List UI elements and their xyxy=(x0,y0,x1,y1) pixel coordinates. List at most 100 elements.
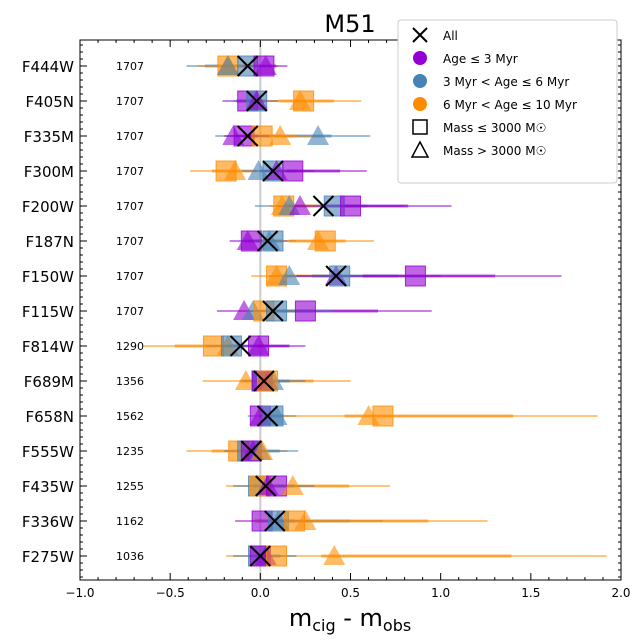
triangle-marker xyxy=(289,195,312,215)
square-marker xyxy=(314,230,336,252)
legend-label: 3 Myr < Age ≤ 6 Myr xyxy=(443,75,569,89)
y-tick-label: F814W xyxy=(22,338,74,356)
all-x-marker xyxy=(229,335,252,357)
triangle-marker xyxy=(307,125,330,145)
x-icon xyxy=(412,27,428,43)
row-F689M: F689M 1356 xyxy=(24,370,351,392)
legend-label: Mass ≤ 3000 M☉ xyxy=(443,121,546,135)
triangle-marker xyxy=(224,160,247,180)
square-marker xyxy=(248,335,270,357)
all-x-marker xyxy=(237,125,259,147)
y-tick-label: F150W xyxy=(22,268,74,286)
row-F435W: F435W 1255 xyxy=(22,475,391,497)
y-tick-label: F187N xyxy=(26,233,74,251)
all-x-marker xyxy=(237,55,259,77)
count-label: 1255 xyxy=(116,480,144,493)
row-F444W: F444W 1707 xyxy=(22,55,288,77)
y-tick-label: F300M xyxy=(24,163,74,181)
triangle-marker xyxy=(267,510,290,530)
row-F555W: F555W 1235 xyxy=(22,440,299,462)
triangle-marker xyxy=(323,545,346,565)
count-label: 1162 xyxy=(116,515,144,528)
y-tick-label: F658N xyxy=(26,408,74,426)
all-x-marker xyxy=(253,370,275,392)
legend-label: 6 Myr < Age ≤ 10 Myr xyxy=(443,98,577,112)
legend-item: 6 Myr < Age ≤ 10 Myr xyxy=(413,97,577,112)
circle-icon xyxy=(413,51,427,65)
row-F300M: F300M 1707 xyxy=(24,160,367,182)
y-tick-label: F335M xyxy=(24,128,74,146)
count-label: 1036 xyxy=(116,550,144,563)
circle-icon xyxy=(413,97,427,111)
row-F115W: F115W 1707 xyxy=(22,300,432,322)
row-F814W: F814W 1290 xyxy=(22,335,306,357)
count-label: 1562 xyxy=(116,410,144,423)
triangle-marker xyxy=(254,55,277,75)
y-tick-label: F689M xyxy=(24,373,74,391)
all-x-marker xyxy=(264,510,286,532)
row-F335M: F335M 1707 xyxy=(24,125,371,147)
triangle-marker xyxy=(216,55,239,75)
square-marker xyxy=(282,160,304,182)
legend-frame xyxy=(397,19,618,184)
circle-icon xyxy=(413,74,427,88)
row-F150W: F150W 1707 xyxy=(22,265,562,287)
all-x-marker xyxy=(262,300,284,322)
legend: All Age ≤ 3 Myr 3 Myr < Age ≤ 6 Myr 6 Myr <… xyxy=(397,19,618,184)
count-label: 1707 xyxy=(116,165,144,178)
x-tick-label: −1.0 xyxy=(65,586,94,600)
legend-item: Age ≤ 3 Myr xyxy=(413,51,518,66)
x-tick-label: 2.0 xyxy=(611,586,630,600)
y-tick-label: F115W xyxy=(22,303,74,321)
y-tick-label: F200W xyxy=(22,198,74,216)
count-label: 1707 xyxy=(116,130,144,143)
square-marker xyxy=(340,195,361,217)
x-tick-label: 0.0 xyxy=(251,586,270,600)
legend-item: 3 Myr < Age ≤ 6 Myr xyxy=(413,74,569,89)
all-x-marker xyxy=(255,475,277,497)
all-x-marker xyxy=(256,405,279,427)
row-F275W: F275W 1036 xyxy=(22,545,607,567)
count-label: 1707 xyxy=(116,200,144,213)
square-marker xyxy=(294,300,316,322)
square-marker xyxy=(404,265,426,287)
count-label: 1707 xyxy=(116,95,144,108)
count-label: 1235 xyxy=(116,445,144,458)
legend-item: Mass > 3000 M☉ xyxy=(410,140,546,158)
chart-title: M51 xyxy=(324,10,375,38)
square-marker xyxy=(266,545,288,567)
row-F336W: F336W 1162 xyxy=(22,510,488,532)
y-tick-label: F555W xyxy=(22,443,74,461)
triangle-marker xyxy=(289,90,312,110)
triangle-marker xyxy=(281,475,304,495)
square-marker xyxy=(372,405,394,427)
count-label: 1707 xyxy=(116,270,144,283)
all-x-marker xyxy=(249,545,272,567)
row-F658N: F658N 1562 xyxy=(26,405,598,427)
all-x-marker xyxy=(256,230,279,252)
triangle-marker xyxy=(269,125,292,145)
count-label: 1356 xyxy=(116,375,144,388)
square-marker xyxy=(220,335,242,357)
all-x-marker xyxy=(325,265,347,287)
x-tick-label: 0.5 xyxy=(341,586,360,600)
count-label: 1290 xyxy=(116,340,144,353)
count-label: 1707 xyxy=(116,305,144,318)
legend-label: Age ≤ 3 Myr xyxy=(443,52,518,66)
x-tick-label: 1.0 xyxy=(431,586,450,600)
all-x-marker xyxy=(240,440,263,462)
y-tick-label: F435W xyxy=(22,478,74,496)
legend-item: Mass ≤ 3000 M☉ xyxy=(412,119,546,135)
square-marker xyxy=(266,300,288,322)
square-marker xyxy=(329,265,351,287)
legend-label: Mass > 3000 M☉ xyxy=(443,144,546,158)
square-marker xyxy=(233,125,255,147)
x-tick-label: −0.5 xyxy=(156,586,185,600)
count-label: 1707 xyxy=(116,60,144,73)
y-tick-label: F275W xyxy=(22,548,74,566)
triangle-marker xyxy=(278,265,301,285)
x-tick-label: 1.5 xyxy=(521,586,540,600)
legend-item: All xyxy=(412,27,458,43)
count-label: 1707 xyxy=(116,235,144,248)
